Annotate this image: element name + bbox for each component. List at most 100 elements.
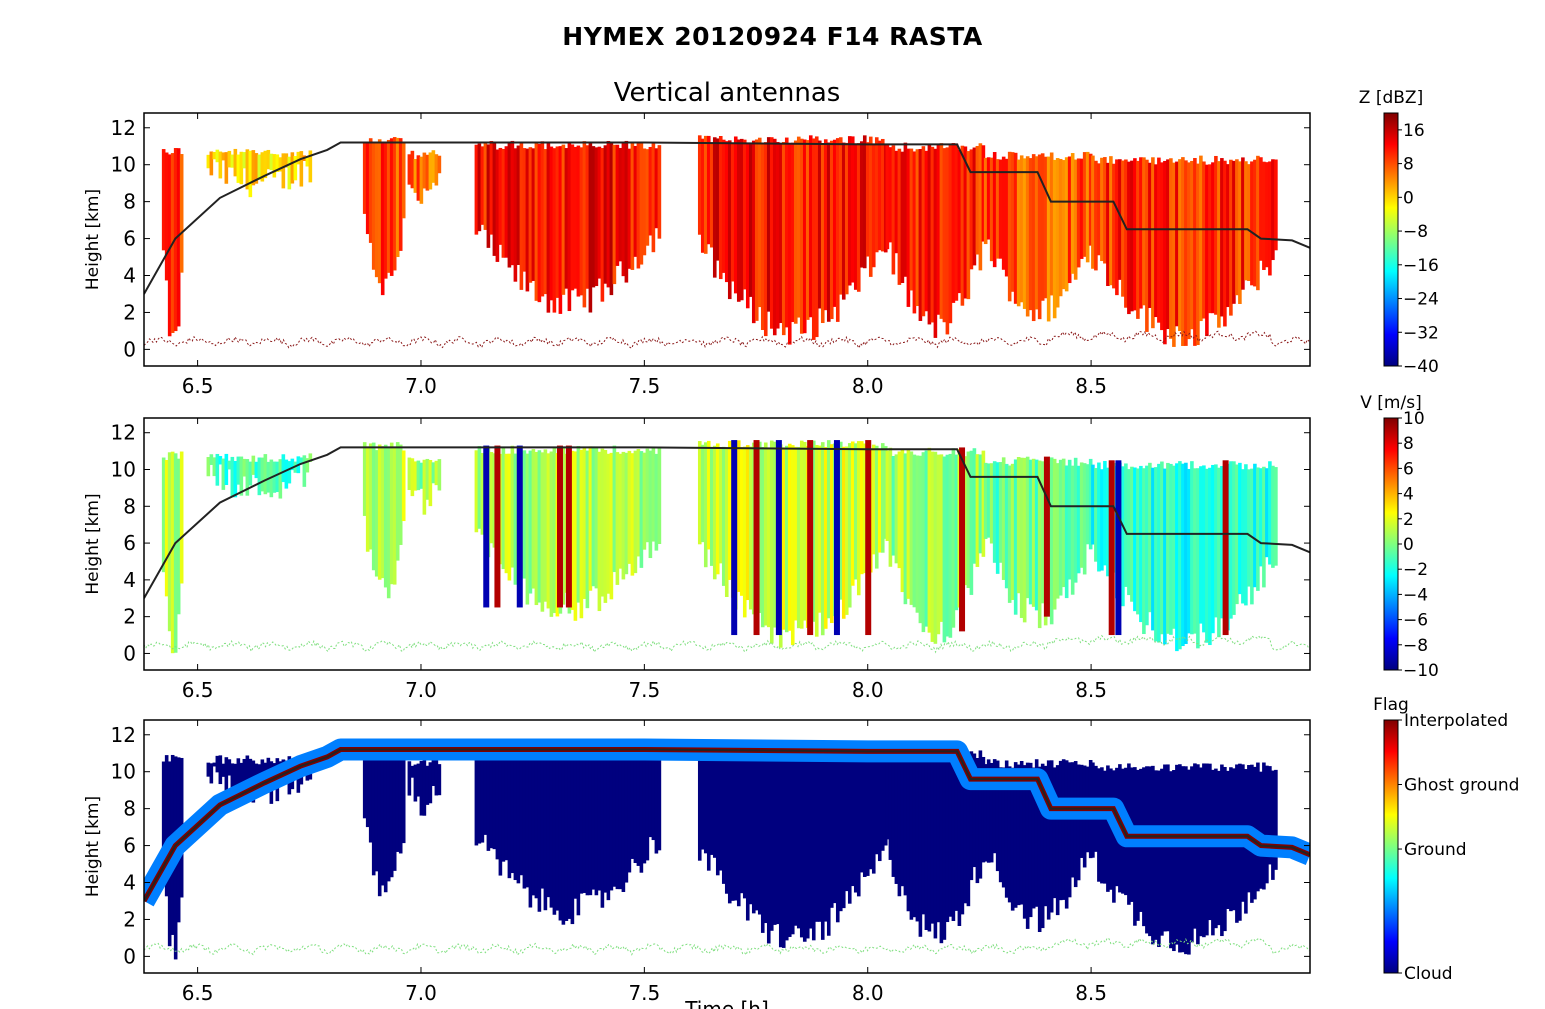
- cloud-column: [796, 748, 801, 929]
- cloud-column: [591, 446, 596, 587]
- cloud-column: [531, 148, 536, 281]
- cloud-column: [742, 743, 747, 899]
- cloud-column: [495, 149, 500, 262]
- cloud-column: [284, 459, 289, 489]
- cloud-column: [501, 752, 506, 862]
- cloud-column: [248, 461, 253, 486]
- cloud-column: [763, 742, 768, 924]
- cloud-column: [724, 448, 729, 597]
- cloud-column: [621, 142, 626, 277]
- cloud-column: [284, 153, 289, 168]
- colorbar-v: V [m/s]10 8 6 4 2 0 −2 −4 −6 −8 −10: [1360, 393, 1439, 681]
- cloud-column: [600, 753, 605, 908]
- cloud-column: [522, 748, 527, 889]
- cloud-column: [1154, 467, 1158, 642]
- cloud-column: [431, 150, 436, 183]
- y-tick-label: 6: [123, 531, 136, 555]
- y-tick-label: 2: [123, 605, 136, 629]
- cloud-column: [480, 452, 485, 535]
- x-tick-label: 6.5: [182, 374, 214, 398]
- cloud-column: [1022, 457, 1027, 623]
- cloud-column: [1112, 163, 1116, 289]
- cloud-column: [263, 762, 268, 777]
- cloud-column: [1100, 157, 1104, 262]
- cloud-column: [1214, 464, 1218, 618]
- cloud-column: [621, 451, 626, 580]
- velocity-streak: [807, 440, 814, 636]
- cloud-column: [1055, 765, 1060, 916]
- cloud-column: [1148, 462, 1152, 613]
- flight-altitude-line: [144, 141, 1310, 295]
- cloud-column: [933, 750, 938, 939]
- cloud-column: [1040, 763, 1045, 929]
- cloud-column: [176, 148, 181, 327]
- cloud-column: [564, 749, 569, 921]
- cloud-column: [1127, 161, 1131, 315]
- cloud-column: [986, 157, 991, 240]
- cloud-column: [624, 452, 629, 575]
- cloud-column: [906, 449, 911, 599]
- cloud-column: [703, 135, 708, 254]
- cloud-column: [365, 446, 370, 552]
- cloud-column: [630, 453, 635, 576]
- cloud-column: [814, 445, 819, 637]
- cloud-column: [413, 159, 418, 193]
- cloud-column: [543, 748, 548, 911]
- cloud-column: [588, 446, 593, 591]
- cloud-column: [871, 444, 876, 555]
- cloud-column: [1058, 760, 1063, 901]
- cloud-column: [1019, 760, 1024, 905]
- cloud-column: [880, 747, 885, 851]
- cloud-column: [362, 143, 367, 214]
- cloud-column: [395, 442, 400, 561]
- cloud-column: [697, 441, 702, 545]
- cloud-column: [561, 144, 566, 295]
- y-tick-label: 4: [123, 871, 136, 895]
- cloud-column: [951, 752, 956, 921]
- cloud-column: [1208, 467, 1212, 646]
- cloud-column: [525, 148, 530, 292]
- cloud-column: [1034, 156, 1039, 310]
- cloud-column: [1061, 458, 1066, 588]
- cloud-column: [742, 446, 747, 618]
- cloud-segment: [206, 453, 313, 499]
- cloud-column: [1274, 467, 1278, 566]
- cloud-column: [1001, 767, 1006, 888]
- cloud-column: [733, 136, 738, 294]
- cloud-column: [1028, 459, 1033, 605]
- cloud-column: [431, 462, 436, 484]
- cloud-column: [909, 148, 914, 291]
- cloud-column: [386, 446, 391, 599]
- cloud-column: [263, 150, 268, 179]
- cloud-column: [862, 135, 867, 269]
- cloud-column: [1010, 463, 1015, 600]
- cloud-column: [489, 452, 494, 544]
- cloud-column: [856, 744, 861, 897]
- cloud-column: [585, 145, 590, 289]
- cloud-column: [927, 447, 932, 633]
- cloud-column: [915, 758, 920, 922]
- colorbar-bar: [1383, 719, 1399, 974]
- cloud-column: [1187, 468, 1191, 634]
- cloud-column: [386, 139, 391, 273]
- cloud-column: [1136, 160, 1140, 319]
- x-tick-label: 7.5: [628, 374, 660, 398]
- cloud-column: [748, 746, 753, 905]
- cloud-column: [534, 451, 539, 606]
- cloud-column: [1145, 159, 1149, 332]
- cloud-column: [1172, 770, 1176, 952]
- cloud-column: [410, 150, 415, 189]
- colorbar-tick-label: −24: [1403, 290, 1439, 310]
- colorbar-tick-label: 0: [1403, 535, 1414, 555]
- cloud-column: [636, 448, 641, 557]
- cloud-column: [1097, 768, 1101, 882]
- velocity-streak: [1043, 456, 1050, 617]
- x-tick-label: 7.5: [628, 678, 660, 702]
- cloud-column: [1166, 764, 1170, 932]
- cloud-column: [972, 753, 977, 868]
- cloud-column: [1232, 461, 1236, 615]
- cloud-column: [633, 749, 638, 864]
- cloud-column: [1160, 768, 1164, 936]
- cloud-column: [1022, 158, 1027, 309]
- cloud-column: [597, 146, 602, 279]
